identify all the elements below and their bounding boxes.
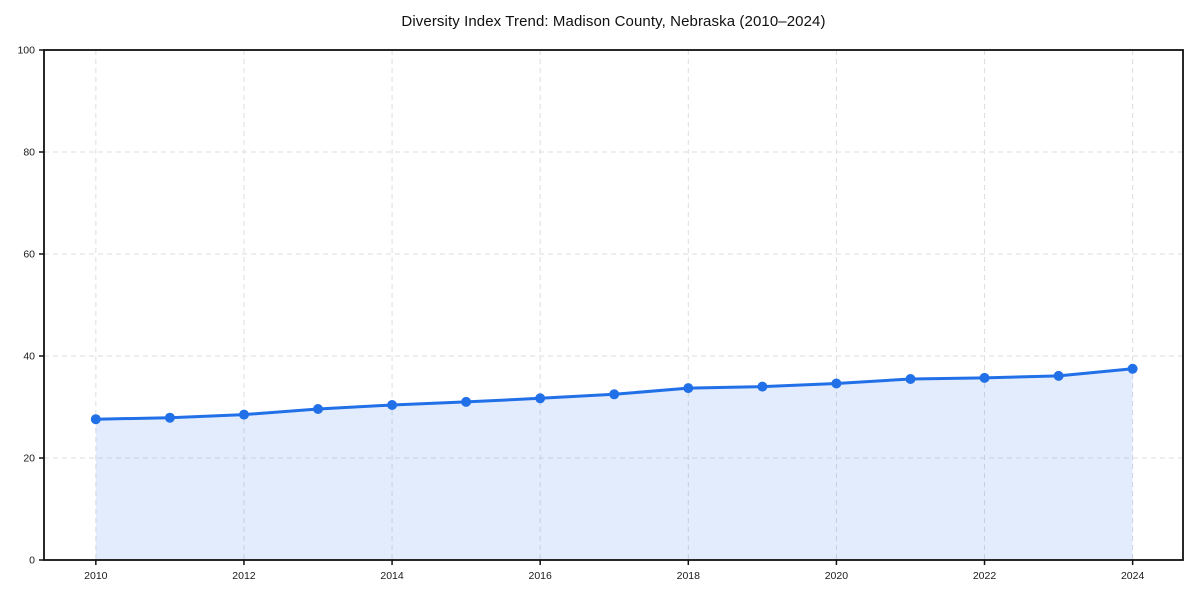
y-tick-label: 60 <box>23 249 35 261</box>
y-tick-label: 100 <box>17 45 35 57</box>
x-tick-label: 2022 <box>973 570 997 582</box>
x-tick-label: 2016 <box>529 570 553 582</box>
data-point <box>1053 370 1064 381</box>
x-tick-label: 2024 <box>1121 570 1145 582</box>
data-point <box>164 412 175 423</box>
x-tick-label: 2020 <box>825 570 849 582</box>
data-point <box>1127 363 1138 374</box>
plot-border <box>43 49 1184 561</box>
data-point <box>905 374 916 384</box>
data-point <box>90 414 101 425</box>
data-point <box>313 404 323 414</box>
data-point <box>461 396 472 407</box>
data-point <box>609 389 620 400</box>
data-point <box>535 393 546 404</box>
data-point <box>387 400 398 410</box>
data-point <box>757 381 768 392</box>
data-point <box>683 383 694 394</box>
x-tick-label: 2014 <box>380 570 404 582</box>
data-point <box>239 409 249 420</box>
data-point <box>831 378 842 389</box>
y-tick-label: 40 <box>23 351 35 363</box>
x-tick-label: 2012 <box>232 570 256 582</box>
data-point <box>979 372 990 383</box>
x-tick-label: 2018 <box>677 570 701 582</box>
area-fill <box>95 368 1133 560</box>
y-tick-label: 20 <box>23 453 35 465</box>
y-tick-label: 0 <box>29 555 35 567</box>
chart-title: Diversity Index Trend: Madison County, N… <box>401 13 826 30</box>
x-tick-label: 2010 <box>84 570 108 582</box>
y-tick-label: 80 <box>23 147 35 159</box>
